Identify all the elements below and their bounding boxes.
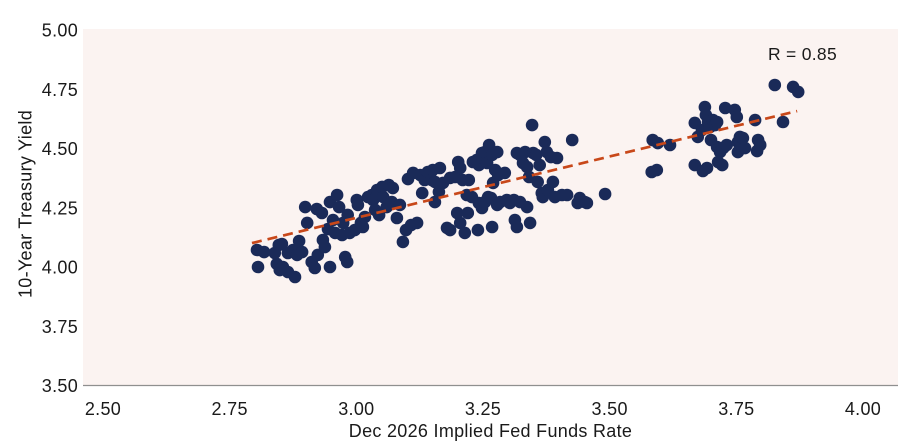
data-point — [529, 148, 543, 162]
plot-area — [83, 29, 898, 385]
data-point — [332, 200, 346, 214]
data-point — [396, 235, 410, 249]
data-point — [523, 216, 537, 230]
data-point — [510, 220, 524, 234]
data-point — [415, 186, 429, 200]
data-point — [453, 216, 467, 230]
y-tick-label: 5.00 — [42, 21, 78, 41]
x-tick-label: 3.25 — [465, 399, 501, 419]
x-tick-label: 2.75 — [212, 399, 248, 419]
data-point — [461, 206, 475, 220]
data-point — [791, 85, 805, 99]
data-point — [295, 245, 309, 259]
data-point — [458, 226, 472, 240]
data-point — [776, 115, 790, 129]
data-point — [550, 151, 564, 165]
data-point — [453, 161, 467, 175]
data-point — [433, 161, 447, 175]
y-tick-label: 4.25 — [42, 198, 78, 218]
data-point — [288, 270, 302, 284]
data-point — [720, 138, 733, 152]
data-point — [525, 118, 539, 132]
data-point — [645, 165, 658, 179]
data-point — [538, 135, 552, 149]
data-point — [356, 220, 370, 234]
data-point — [598, 187, 612, 201]
data-point — [340, 255, 354, 269]
data-point — [440, 221, 454, 235]
data-point — [750, 144, 764, 158]
data-point — [318, 240, 332, 254]
data-point — [546, 175, 560, 189]
y-tick-label: 3.50 — [42, 376, 78, 396]
x-tick-label: 3.75 — [718, 399, 754, 419]
data-point — [471, 223, 485, 237]
data-point — [485, 220, 499, 234]
data-point — [730, 110, 744, 124]
x-tick-label: 2.50 — [85, 399, 121, 419]
x-tick-label: 3.50 — [592, 399, 628, 419]
y-tick-label: 4.75 — [42, 80, 78, 100]
data-point — [580, 196, 594, 210]
data-point — [292, 234, 306, 248]
data-point — [351, 198, 365, 212]
data-point — [273, 263, 287, 277]
data-point — [323, 260, 337, 274]
data-point — [298, 200, 312, 214]
data-point — [490, 145, 504, 159]
data-point — [718, 101, 732, 115]
data-point — [565, 133, 579, 147]
data-point — [710, 115, 724, 129]
data-point — [555, 188, 569, 202]
data-point — [386, 181, 400, 195]
data-point — [520, 160, 534, 174]
y-tick-label: 3.75 — [42, 317, 78, 337]
data-point — [308, 261, 322, 275]
data-point — [531, 175, 544, 189]
data-point — [533, 158, 546, 172]
data-point — [410, 216, 424, 230]
data-point — [300, 216, 314, 230]
data-point — [498, 166, 512, 180]
data-point — [315, 206, 329, 220]
data-point — [390, 211, 404, 225]
data-point — [330, 188, 344, 202]
data-point — [366, 193, 380, 207]
data-point — [696, 164, 710, 178]
data-point — [651, 136, 665, 150]
data-point — [571, 196, 584, 210]
data-point — [736, 131, 750, 145]
y-tick-label: 4.00 — [42, 258, 78, 278]
y-axis-title: 10-Year Treasury Yield — [15, 109, 36, 299]
x-tick-label: 4.00 — [845, 399, 881, 419]
data-point — [462, 173, 476, 187]
data-point — [251, 260, 265, 274]
trend-line — [251, 109, 798, 245]
y-tick-label: 4.50 — [42, 139, 78, 159]
data-point — [275, 237, 289, 251]
data-point — [432, 185, 446, 199]
data-point — [715, 158, 729, 172]
data-point — [482, 138, 496, 152]
data-point — [738, 141, 752, 155]
x-tick-label: 3.00 — [338, 399, 374, 419]
data-point — [513, 195, 527, 209]
data-point — [257, 245, 271, 259]
data-point — [450, 206, 464, 220]
data-point — [768, 78, 782, 92]
x-axis-title: Dec 2026 Implied Fed Funds Rate — [348, 421, 633, 441]
correlation-annotation: R = 0.85 — [767, 44, 837, 64]
